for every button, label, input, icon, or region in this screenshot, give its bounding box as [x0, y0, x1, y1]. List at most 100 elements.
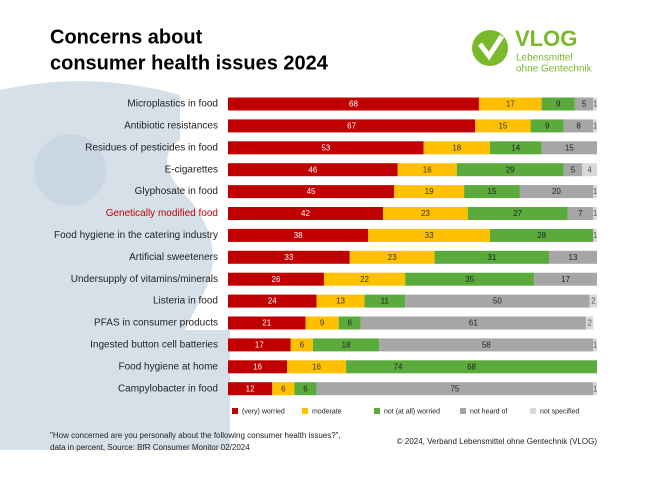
legend-swatch	[302, 408, 308, 414]
value-label: 5	[582, 100, 587, 109]
bar-segment	[287, 360, 347, 374]
value-label: 6	[348, 319, 353, 328]
value-label: 20	[552, 187, 561, 196]
logo-subtitle: Lebensmittel	[516, 53, 573, 64]
value-label: 1	[593, 122, 598, 131]
value-label: 13	[336, 297, 345, 306]
bar-segment	[541, 141, 597, 155]
legend-label: not heard of	[470, 408, 507, 415]
value-label: 33	[425, 231, 434, 240]
value-label: 6	[281, 384, 286, 393]
value-label: 53	[321, 143, 330, 152]
bar-segment	[228, 97, 479, 111]
category-label: E-cigarettes	[165, 164, 218, 175]
bar-segment	[305, 316, 339, 330]
bar-segment	[228, 294, 317, 308]
value-label: 19	[425, 187, 434, 196]
value-label: 14	[511, 143, 520, 152]
value-label: 33	[284, 253, 293, 262]
legend-swatch	[460, 408, 466, 414]
logo-subtitle: ohne Gentechnik	[516, 64, 593, 75]
value-label: 61	[469, 319, 478, 328]
bar-segment	[593, 338, 597, 352]
bar-segment	[464, 185, 520, 199]
bar-segment	[582, 163, 597, 177]
bar-segment	[593, 228, 597, 242]
value-label: 45	[307, 187, 316, 196]
chart-title: Concerns about	[50, 26, 203, 48]
bar-segment	[478, 97, 542, 111]
bar-segment	[323, 272, 406, 286]
value-label: 13	[569, 253, 578, 262]
bar-segment	[423, 141, 490, 155]
bar-segment	[228, 338, 291, 352]
bar-segment	[228, 250, 350, 264]
bar-segment	[316, 382, 594, 396]
legend-swatch	[374, 408, 380, 414]
bar-segment	[228, 119, 476, 133]
category-label: Undersupply of vitamins/minerals	[71, 274, 218, 285]
value-label: 58	[482, 341, 491, 350]
bar-segment	[312, 338, 380, 352]
chart-title: consumer health issues 2024	[50, 52, 329, 74]
value-label: 1	[593, 100, 598, 109]
bar-segment	[368, 228, 490, 242]
bar-segment	[534, 272, 597, 286]
value-label: 68	[349, 100, 358, 109]
bar-segment	[346, 360, 597, 374]
value-label: 11	[381, 297, 390, 306]
category-label: PFAS in consumer products	[94, 318, 218, 329]
bar-segment	[397, 163, 457, 177]
value-label: 26	[272, 275, 281, 284]
bar-segment	[294, 382, 317, 396]
value-label: 9	[320, 319, 325, 328]
value-label: 23	[388, 253, 397, 262]
category-label: Microplastics in food	[127, 99, 218, 110]
logo-check	[478, 34, 505, 61]
bar-segment	[585, 316, 594, 330]
value-label: 4	[587, 165, 592, 174]
value-label: 50	[493, 297, 502, 306]
bar-segment	[290, 338, 313, 352]
bar-segment	[567, 207, 594, 220]
bar-segment	[456, 163, 564, 177]
bar-segment	[519, 185, 594, 199]
value-label: 67	[347, 122, 356, 131]
value-label: 42	[301, 209, 310, 218]
bar-segment	[489, 228, 594, 242]
legend-swatch	[530, 408, 536, 414]
value-label: 16	[253, 362, 262, 371]
value-label: 38	[294, 231, 303, 240]
value-label: 1	[593, 187, 598, 196]
logo-mark	[472, 30, 508, 66]
bar-segment	[379, 338, 594, 352]
value-label: 1	[593, 341, 598, 350]
value-label: 18	[342, 341, 351, 350]
value-label: 12	[246, 384, 255, 393]
value-label: 7	[578, 209, 583, 218]
value-label: 31	[487, 253, 496, 262]
value-label: 2	[591, 297, 596, 306]
bar-segment	[228, 163, 398, 177]
bar-segment	[228, 360, 288, 374]
bar-segment	[489, 141, 542, 155]
bar-segment	[405, 294, 590, 308]
footnote: data in percent, Source: BfR Consumer Mo…	[50, 443, 250, 452]
value-label: 9	[556, 100, 561, 109]
value-label: 5	[571, 165, 576, 174]
value-label: 16	[423, 165, 432, 174]
category-label: Campylobacter in food	[118, 383, 218, 394]
value-label: 17	[255, 341, 264, 350]
value-label: 75	[450, 384, 459, 393]
copyright: © 2024, Verband Lebensmittel ohne Gentec…	[397, 437, 598, 446]
category-label: Ingested button cell batteries	[90, 340, 218, 351]
bar-segment	[228, 141, 424, 155]
annotation: 74	[394, 362, 403, 371]
legend-label: (very) worried	[242, 408, 285, 415]
value-label: 18	[452, 143, 461, 152]
logo-name: VLOG	[515, 26, 577, 51]
bar-segment	[549, 250, 597, 264]
bar-segment	[530, 119, 564, 133]
category-label: Listeria in food	[153, 296, 218, 307]
